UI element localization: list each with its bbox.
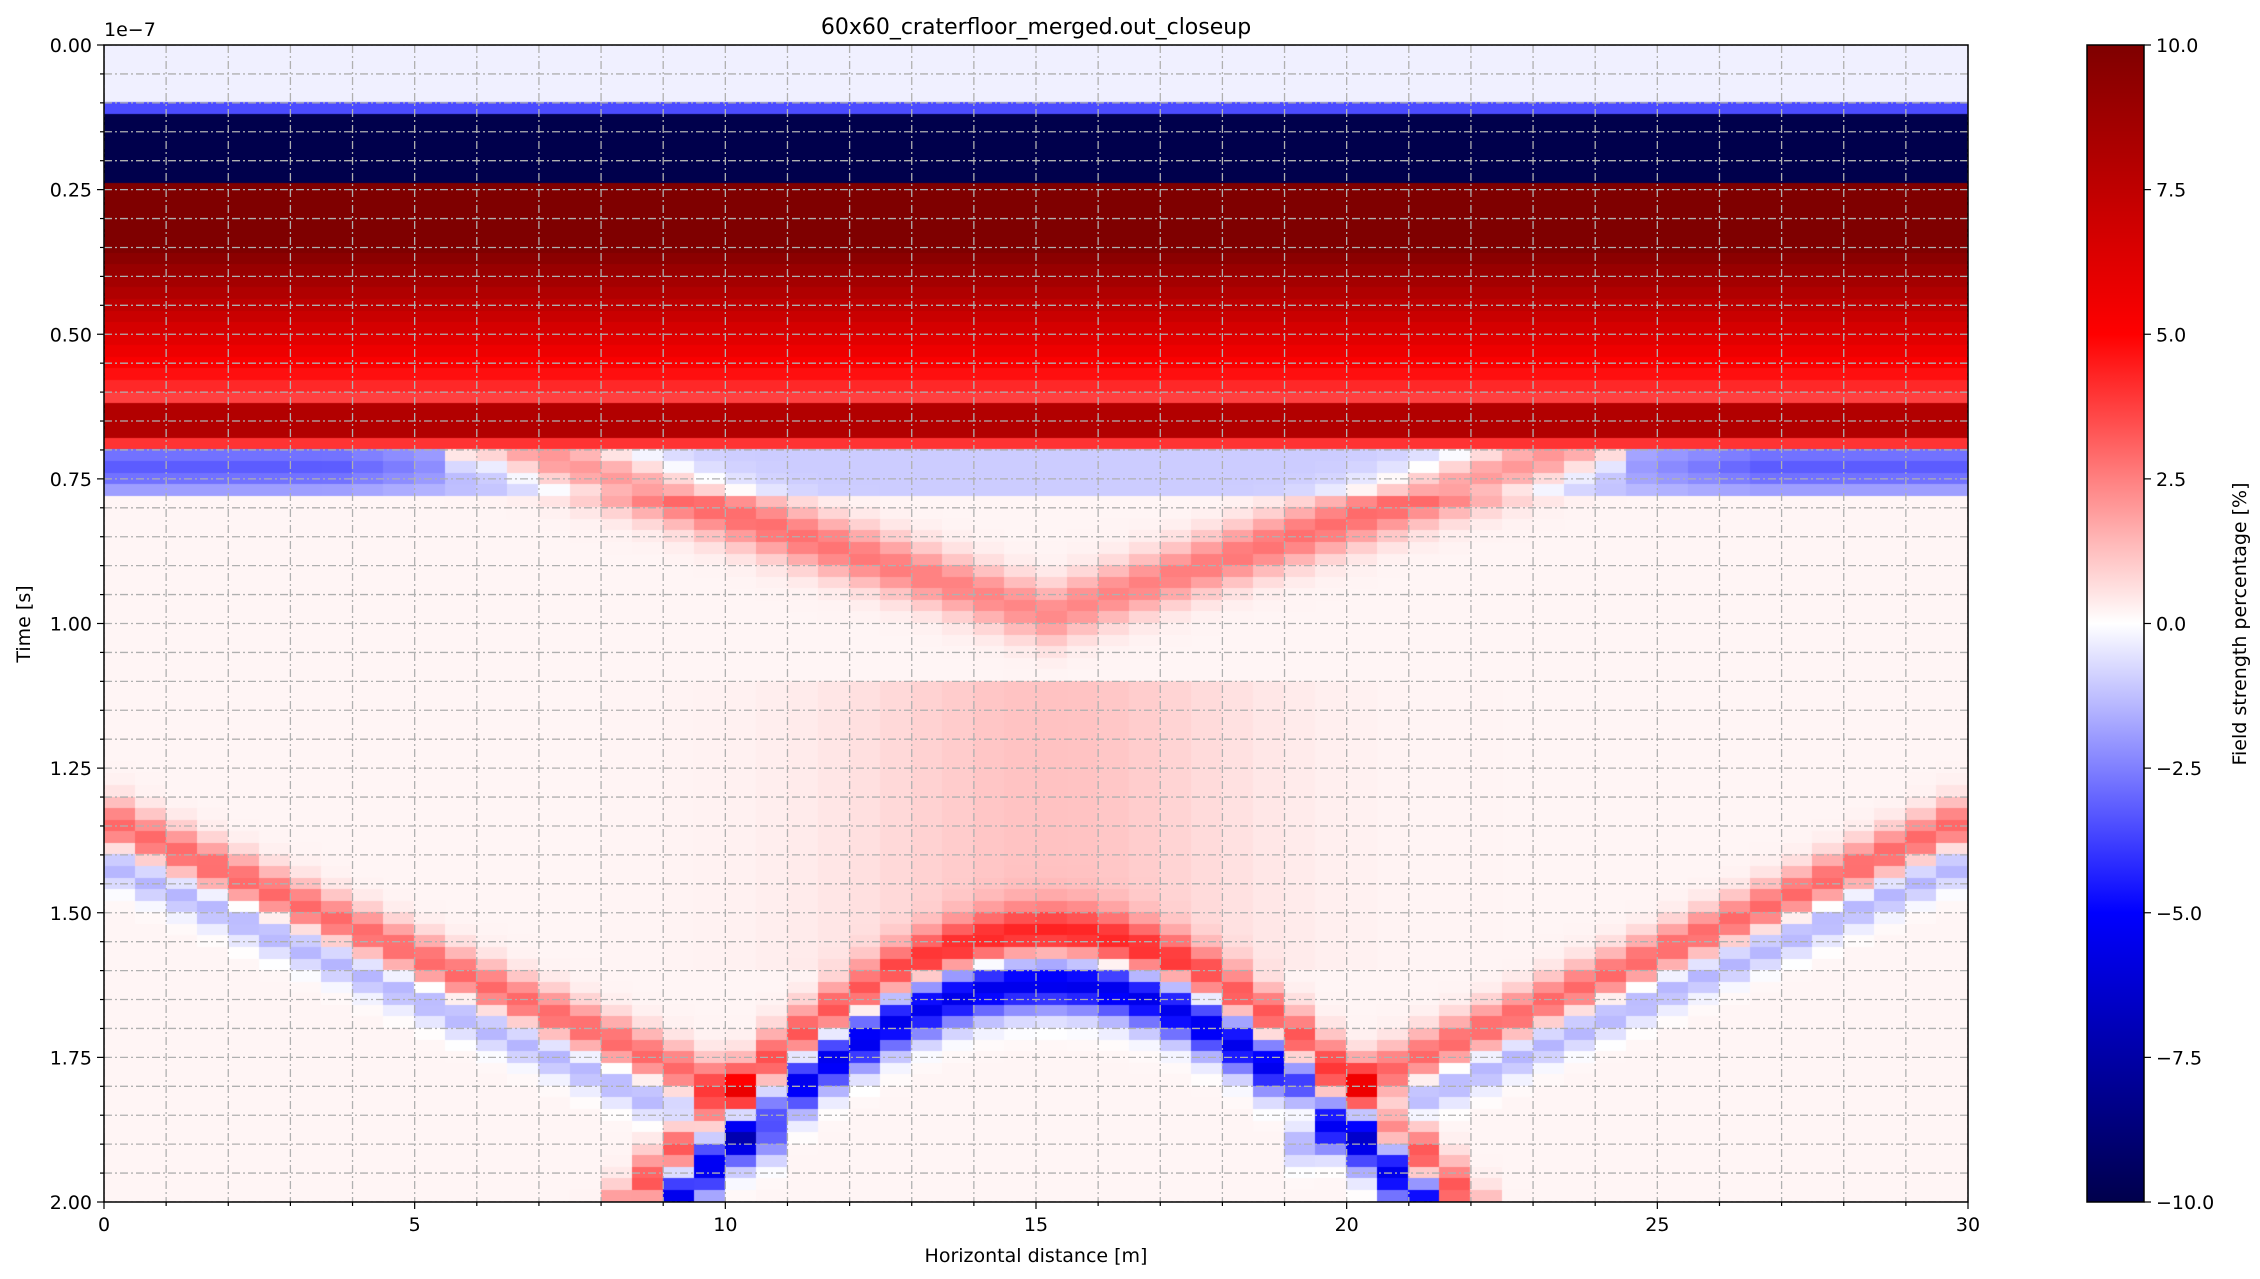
x-axis: 0 5 10 15 20 25 30 xyxy=(98,1202,1980,1236)
colorbar-label: Field strength percentage [%] xyxy=(2229,482,2251,765)
colorbar-tick-label: −5.0 xyxy=(2156,903,2202,925)
plot-area xyxy=(103,44,1969,1203)
x-tick-label: 0 xyxy=(98,1214,110,1236)
x-tick-label: 20 xyxy=(1335,1214,1359,1236)
colorbar-tick-label: 2.5 xyxy=(2156,469,2186,491)
x-tick-label: 25 xyxy=(1645,1214,1669,1236)
x-tick-label: 10 xyxy=(713,1214,737,1236)
y-axis: 0.00 0.25 0.50 0.75 1.00 1.25 1.50 1.75 2.00 xyxy=(50,35,104,1214)
y-tick-label: 1.25 xyxy=(50,758,92,780)
y-axis-label: Time [s] xyxy=(13,585,35,663)
y-tick-label: 2.00 xyxy=(50,1192,92,1214)
chart-title: 60x60_craterfloor_merged.out_closeup xyxy=(821,15,1251,40)
x-tick-label: 30 xyxy=(1956,1214,1980,1236)
y-tick-label: 1.50 xyxy=(50,903,92,925)
colorbar-tick-label: 10.0 xyxy=(2156,35,2198,57)
y-tick-label: 0.00 xyxy=(50,35,92,57)
x-tick-label: 5 xyxy=(409,1214,421,1236)
colorbar-tick-label: −7.5 xyxy=(2156,1047,2202,1069)
y-tick-label: 1.00 xyxy=(50,614,92,636)
colorbar-tick-label: 7.5 xyxy=(2156,180,2186,202)
x-axis-label: Horizontal distance [m] xyxy=(925,1245,1148,1267)
y-tick-label: 0.75 xyxy=(50,469,92,491)
colorbar-gradient xyxy=(2086,44,2145,1203)
y-tick-label: 1.75 xyxy=(50,1047,92,1069)
colorbar: 10.0 7.5 5.0 2.5 0.0 −2.5 −5.0 −7.5 −10.0 Field … xyxy=(2086,35,2251,1214)
colorbar-tick-label: −10.0 xyxy=(2156,1192,2214,1214)
y-tick-label: 0.25 xyxy=(50,180,92,202)
grid-lines xyxy=(104,45,1968,1202)
colorbar-tick-label: −2.5 xyxy=(2156,758,2202,780)
colorbar-tick-label: 5.0 xyxy=(2156,324,2186,346)
colorbar-tick-label: 0.0 xyxy=(2156,614,2186,636)
y-tick-label: 0.50 xyxy=(50,324,92,346)
y-offset-label: 1e−7 xyxy=(104,19,156,41)
colorbar-ticks: 10.0 7.5 5.0 2.5 0.0 −2.5 −5.0 −7.5 −10.0 xyxy=(2144,35,2214,1214)
x-tick-label: 15 xyxy=(1024,1214,1048,1236)
